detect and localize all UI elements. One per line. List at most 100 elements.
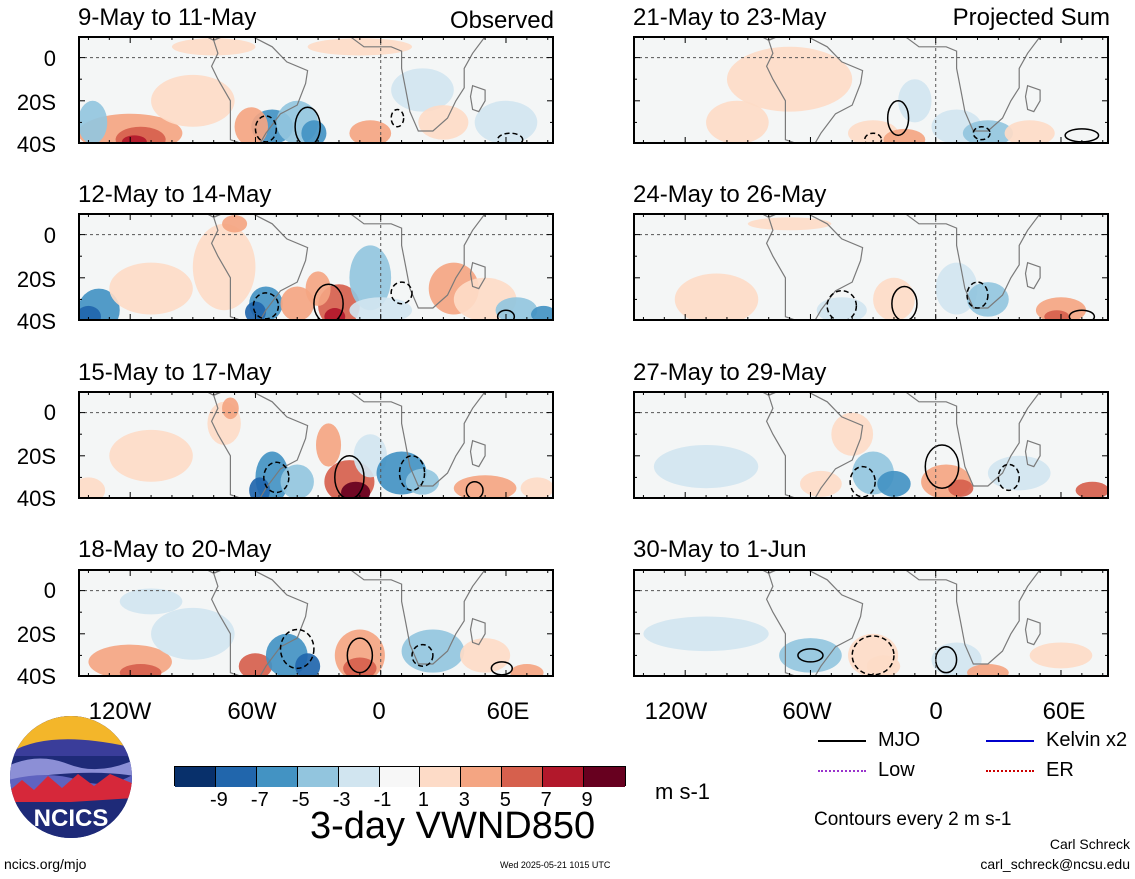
panel-plot-area	[78, 569, 554, 677]
anomaly-blob	[151, 607, 235, 660]
anomaly-blob	[800, 470, 842, 497]
legend-low: Low	[878, 759, 915, 781]
colorbar-label: -3	[332, 789, 351, 811]
panel-obs-2	[78, 213, 554, 321]
anomaly-blob	[474, 100, 538, 144]
colorbar-label: -5	[291, 789, 310, 811]
panel-frame	[633, 391, 1109, 499]
colorbar-swatch	[420, 767, 462, 787]
y-tick-20s-row4: 20S	[16, 622, 56, 647]
continent-outline	[1024, 439, 1041, 468]
mjo-contour	[390, 108, 405, 128]
colorbar-swatch	[461, 767, 503, 787]
anomaly-blob	[831, 412, 874, 456]
continent-outline	[210, 213, 309, 321]
panel-plot-area	[78, 36, 554, 144]
continent-outline	[469, 84, 486, 113]
panel-title-proj-4: 30-May to 1-Jun	[633, 536, 807, 563]
colorbar-label: 1	[417, 789, 430, 811]
x-tick-60w-right: 60W	[782, 698, 832, 725]
panel-title-obs-1: 9-May to 11-May	[78, 4, 257, 31]
colorbar-swatch	[584, 767, 625, 787]
legend-line-low	[818, 770, 866, 772]
colorbar-label: -9	[210, 789, 228, 811]
anomaly-blob	[510, 664, 544, 677]
mjo-contour	[886, 100, 910, 137]
site-link[interactable]: ncics.org/mjo	[4, 856, 87, 872]
mjo-contour	[966, 281, 989, 309]
panel-frame	[78, 569, 554, 677]
anomaly-blob	[78, 305, 101, 321]
panel-frame	[78, 213, 554, 321]
anomaly-blob	[78, 477, 106, 499]
y-tick-40s-row3: 40S	[16, 486, 56, 511]
anomaly-blob	[877, 470, 911, 497]
panel-title-proj-2: 24-May to 26-May	[633, 181, 827, 208]
colorbar-swatch	[379, 767, 421, 787]
anomaly-blob	[1075, 481, 1109, 499]
continent-outline	[759, 213, 775, 218]
y-tick-40s-row4: 40S	[16, 664, 56, 689]
author-email[interactable]: carl_schreck@ncsu.edu	[980, 856, 1130, 872]
mjo-contour	[1068, 309, 1096, 321]
colorbar-label: -7	[250, 789, 269, 811]
panel-proj-1	[633, 36, 1109, 144]
x-tick-60e-left: 60E	[486, 698, 530, 725]
mjo-contour	[891, 285, 918, 321]
y-tick-40s-row2: 40S	[16, 309, 56, 334]
anomaly-blob	[109, 429, 193, 482]
legend-mjo: MJO	[878, 729, 921, 751]
continent-outline	[469, 439, 486, 468]
anomaly-blob	[935, 262, 978, 315]
colorbar-swatch	[215, 767, 257, 787]
panel-title-proj-3: 27-May to 29-May	[633, 359, 827, 386]
mjo-contour	[294, 106, 321, 144]
x-tick-120w-left: 120W	[88, 698, 152, 725]
colorbar-label: -1	[373, 789, 392, 811]
panel-proj-3	[633, 391, 1109, 499]
continent-outline	[204, 391, 220, 396]
anomaly-blob	[1004, 120, 1055, 144]
continent-outline	[765, 391, 864, 499]
anomaly-blob	[222, 397, 239, 420]
continent-outline	[210, 391, 309, 499]
mjo-contour	[254, 115, 278, 143]
panel-proj-2	[633, 213, 1109, 321]
colorbar-label: 7	[540, 789, 552, 811]
mjo-contour	[279, 628, 315, 670]
panel-frame	[78, 36, 554, 144]
anomaly-blob	[1029, 642, 1093, 669]
anomaly-blob	[453, 475, 517, 499]
anomaly-blob	[280, 464, 314, 499]
continent-outline	[348, 213, 487, 309]
ncics-logo: NCICS	[10, 716, 132, 838]
panel-title-obs-3: 15-May to 17-May	[78, 359, 272, 386]
colorbar-label: 5	[499, 789, 511, 811]
mjo-contour	[496, 309, 516, 321]
anomaly-blob	[531, 305, 554, 321]
mjo-contour	[411, 643, 434, 667]
panel-plot-area	[78, 213, 554, 321]
anomaly-blob	[238, 653, 273, 677]
legend-line-kelvin	[986, 740, 1034, 742]
x-tick-0-right: 0	[929, 698, 943, 725]
projected-label: Projected Sum	[952, 4, 1110, 31]
anomaly-blob	[898, 79, 932, 123]
y-tick-0-row3: 0	[43, 400, 56, 425]
anomaly-blob	[643, 616, 769, 652]
x-tick-60w-left: 60W	[227, 698, 277, 725]
continent-outline	[204, 569, 220, 574]
colorbar-swatch	[175, 767, 216, 787]
author: Carl Schreck	[1049, 836, 1130, 852]
anomaly-blob	[779, 638, 842, 673]
mjo-contour	[346, 637, 374, 674]
anomaly-blob	[343, 657, 377, 677]
mjo-contour	[398, 455, 426, 492]
colorbar-swatch	[502, 767, 544, 787]
colorbar-swatch	[297, 767, 339, 787]
anomaly-blob	[706, 100, 769, 144]
anomaly-blob	[307, 38, 413, 56]
continent-outline	[765, 569, 864, 677]
mjo-contour	[465, 480, 484, 499]
anomaly-blob	[460, 638, 511, 673]
